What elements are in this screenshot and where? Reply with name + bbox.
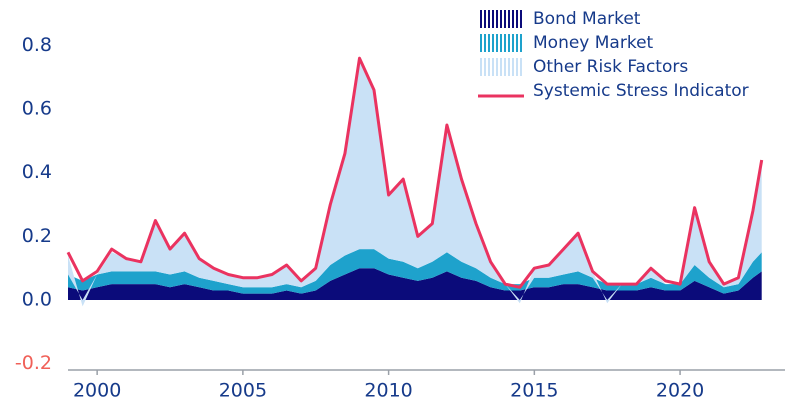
x-tick-label: 2015 [510,380,558,402]
legend-swatch [478,34,524,52]
legend-label: Other Risk Factors [533,57,688,77]
y-tick-label: 0.2 [22,225,52,247]
y-tick-label: 0.0 [22,289,52,311]
axes: 2000 2005 2010 2015 2020 -0.2 0.0 0.2 0.4 0.6 0.8 [15,34,785,402]
x-tick-label: 2005 [219,380,267,402]
area-2 [68,58,762,307]
legend-label: Money Market [533,33,654,53]
legend-label: Bond Market [533,9,641,29]
y-tick-label: 0.8 [22,34,52,56]
y-tick-label: -0.2 [15,352,52,374]
stress-line [66,56,764,289]
area-0 [68,268,762,300]
plot-area [66,56,764,307]
x-tick-label: 2020 [656,380,704,402]
legend: Bond Market Money Market Other Risk Factor… [478,9,749,101]
x-tick-label: 2010 [364,380,412,402]
y-tick-label: 0.4 [22,161,52,183]
legend-label: Systemic Stress Indicator [533,81,749,101]
legend-swatch [478,10,524,28]
x-tick-label: 2000 [73,380,121,402]
area-1 [68,249,762,294]
y-tick-label: 0.6 [22,98,52,120]
legend-swatch [478,58,524,76]
